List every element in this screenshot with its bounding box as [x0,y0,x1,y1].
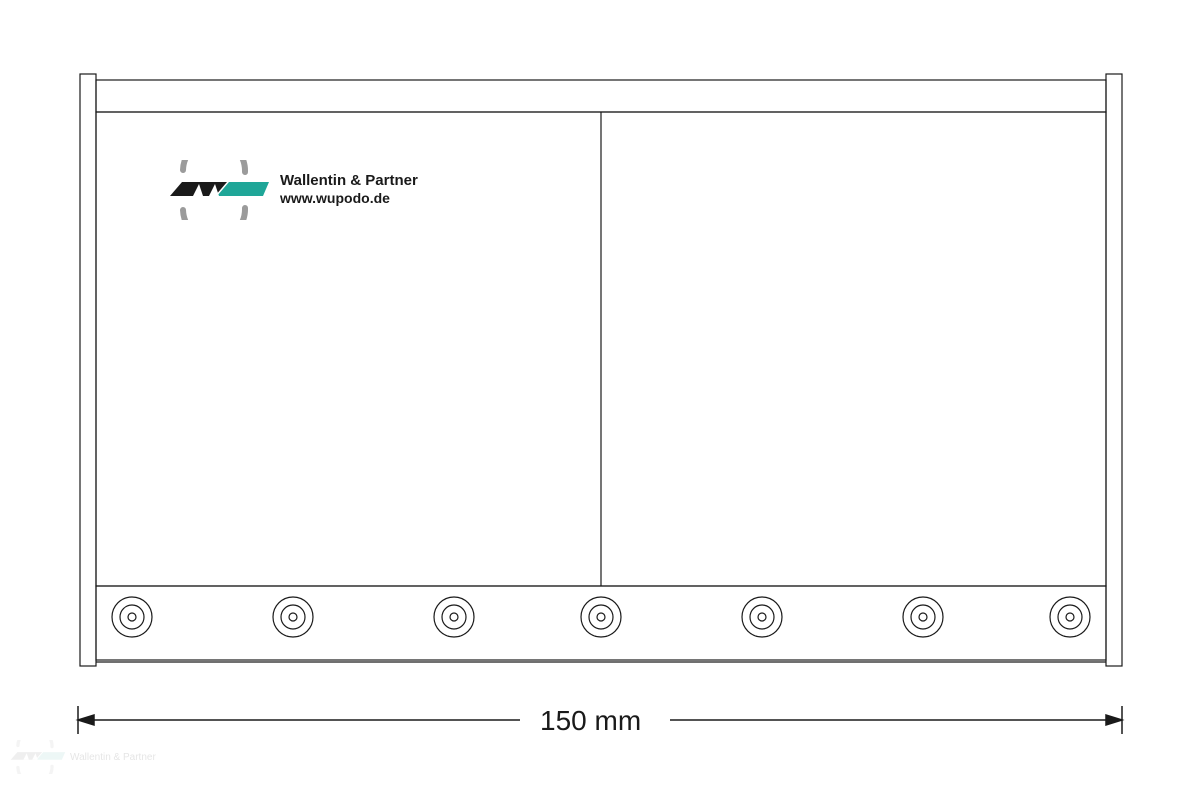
company-logo: Wallentin & Partner www.wupodo.de [165,160,275,225]
logo-company-name: Wallentin & Partner [280,172,418,189]
technical-drawing [0,0,1200,800]
watermark-logo: Wallentin & Partner [8,740,68,779]
logo-url: www.wupodo.de [280,190,390,206]
watermark-mark-icon [8,740,68,774]
dimension-label: 150 mm [540,705,641,737]
watermark-company-name: Wallentin & Partner [70,752,156,763]
logo-mark-icon [165,160,275,220]
